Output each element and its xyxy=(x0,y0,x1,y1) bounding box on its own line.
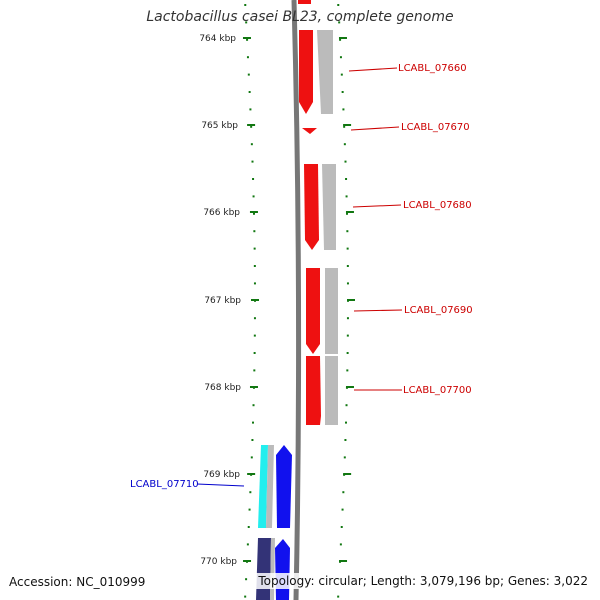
kbp-label: 766 kbp xyxy=(203,208,240,218)
gene-label-lcabl-07690[interactable]: LCABL_07690 xyxy=(404,305,473,316)
kbp-labels: 764 kbp 765 kbp 766 kbp 767 kbp 768 kbp … xyxy=(199,34,241,567)
gene-label-lcabl-07660[interactable]: LCABL_07660 xyxy=(398,63,467,74)
kbp-label: 767 kbp xyxy=(204,296,241,306)
gene-arrow-lcabl-07720[interactable] xyxy=(256,538,271,600)
gene-labels: LCABL_07660 LCABL_07670 LCABL_07680 LCAB… xyxy=(130,63,473,490)
gene-arrow-lcabl-07721[interactable] xyxy=(275,539,290,600)
gene-label-leaders xyxy=(196,67,403,487)
gene-label-lcabl-07710[interactable]: LCABL_07710 xyxy=(130,479,199,490)
cds-bar-lcabl-07690 xyxy=(325,268,338,354)
gene-arrow-lcabl-07670[interactable] xyxy=(302,128,317,134)
scale-ticks xyxy=(242,4,355,598)
gene-arrow-lcabl-07700[interactable] xyxy=(306,356,321,425)
gene-label-lcabl-07700[interactable]: LCABL_07700 xyxy=(403,385,472,396)
gene-arrow-lcabl-07711[interactable] xyxy=(276,445,292,528)
kbp-label: 769 kbp xyxy=(203,470,240,480)
genome-title: Lactobacillus casei BL23, complete genom… xyxy=(146,9,454,25)
kbp-label: 764 kbp xyxy=(199,34,236,44)
cds-bar-lcabl-07680 xyxy=(322,164,336,250)
cds-bar-lcabl-07660 xyxy=(317,30,333,114)
kbp-label: 768 kbp xyxy=(204,383,241,393)
cds-bar-lcabl-07710 xyxy=(266,445,274,528)
accession-label: Accession: NC_010999 xyxy=(9,575,146,589)
gene-arrow-lcabl-07655-end[interactable] xyxy=(298,0,311,4)
gene-label-lcabl-07670[interactable]: LCABL_07670 xyxy=(401,122,470,133)
kbp-label: 770 kbp xyxy=(200,557,237,567)
gene-arrow-lcabl-07710[interactable] xyxy=(258,445,268,528)
genome-backbone xyxy=(291,0,302,600)
gene-arrow-lcabl-07660[interactable] xyxy=(299,30,313,114)
gene-arrow-lcabl-07680[interactable] xyxy=(304,164,319,250)
gene-label-lcabl-07680[interactable]: LCABL_07680 xyxy=(403,200,472,211)
kbp-label: 765 kbp xyxy=(201,121,238,131)
topology-label: Topology: circular; Length: 3,079,196 bp… xyxy=(255,573,591,589)
cds-bar-lcabl-07700 xyxy=(325,356,338,425)
gene-arrow-lcabl-07690[interactable] xyxy=(306,268,320,354)
